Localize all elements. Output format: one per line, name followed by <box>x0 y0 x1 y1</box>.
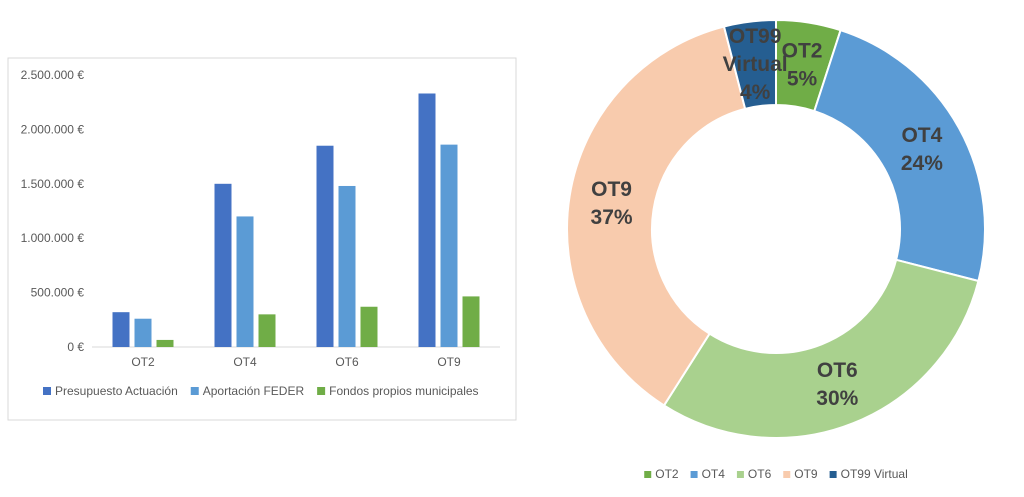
donut-data-label: OT4 24% <box>901 124 943 175</box>
y-tick-label: 1.000.000 € <box>21 231 85 245</box>
donut-slice-ot6 <box>662 258 980 439</box>
donut-data-label: OT6 30% <box>816 359 858 410</box>
donut-legend-swatch <box>644 471 652 478</box>
donut-legend-label: OT99 Virtual <box>841 467 908 481</box>
y-axis: 0 € 500.000 € 1.000.000 € 1.500.000 € 2.000.… <box>21 68 85 354</box>
bar-ot9-series-1 <box>440 144 458 347</box>
bar-chart: 0 € 500.000 € 1.000.000 € 1.500.000 € 2.000.… <box>7 57 517 421</box>
donut-legend-swatch <box>736 471 744 478</box>
legend-label: Fondos propios municipales <box>329 384 478 398</box>
donut-labels: OT2 5%OT4 24%OT6 30%OT9 37%OT99 Virtual 4% <box>591 25 944 410</box>
donut-legend-swatch <box>783 471 791 478</box>
bar-ot4-series-0 <box>214 183 232 347</box>
donut-label-name: OT4 <box>901 124 942 147</box>
donut-slice-ot9 <box>566 25 747 407</box>
donut-slice-ot2 <box>775 18 842 113</box>
legend-swatch <box>190 387 199 395</box>
donut-slice-ot99-virtual <box>722 18 777 111</box>
bar-ot9-series-2 <box>462 296 480 347</box>
bar-ot6-series-1 <box>338 185 356 347</box>
donut-label-name: Virtual <box>723 53 788 76</box>
donut-legend-swatch <box>690 471 698 478</box>
y-tick-label: 2.000.000 € <box>21 122 85 136</box>
donut-data-label: OT99 Virtual 4% <box>723 25 788 104</box>
bar-legend: Presupuesto Actuación Aportación FEDER Fon… <box>43 384 479 398</box>
donut-legend-label: OT4 <box>702 467 726 481</box>
x-tick-label: OT6 <box>335 355 359 369</box>
donut-label-percent: 24% <box>901 152 943 175</box>
donut-data-label: OT9 37% <box>591 178 633 229</box>
donut-legend-label: OT2 <box>655 467 679 481</box>
y-tick-label: 2.500.000 € <box>21 68 85 82</box>
legend-swatch <box>43 387 51 395</box>
bar-ot2-series-1 <box>134 318 152 347</box>
x-tick-label: OT9 <box>437 355 461 369</box>
donut-label-percent: 5% <box>787 68 818 91</box>
y-tick-label: 1.500.000 € <box>21 177 85 191</box>
bar-marks <box>112 93 480 347</box>
bar-ot9-series-0 <box>418 93 436 347</box>
donut-label-percent: 30% <box>816 387 858 410</box>
bar-ot4-series-1 <box>236 216 254 347</box>
x-tick-label: OT4 <box>233 355 257 369</box>
donut-label-name: OT99 <box>729 25 782 48</box>
legend-swatch <box>317 387 326 395</box>
donut-label-name: OT6 <box>817 359 858 382</box>
donut-label-percent: 37% <box>591 206 633 229</box>
y-tick-label: 0 € <box>67 340 84 354</box>
donut-data-label: OT2 5% <box>782 40 823 91</box>
bar-ot4-series-2 <box>258 314 276 347</box>
donut-slice-ot4 <box>813 28 986 283</box>
donut-label-name: OT9 <box>591 178 632 201</box>
legend-label: Aportación FEDER <box>203 384 305 398</box>
donut-legend-swatch <box>829 471 837 478</box>
bar-ot2-series-2 <box>156 339 174 347</box>
donut-legend-label: OT6 <box>748 467 772 481</box>
donut-label-percent: 4% <box>740 81 771 104</box>
bar-ot2-series-0 <box>112 312 130 347</box>
donut-label-name: OT2 <box>782 40 823 63</box>
donut-legend-label: OT9 <box>794 467 818 481</box>
legend-label: Presupuesto Actuación <box>55 384 178 398</box>
y-tick-label: 500.000 € <box>31 286 85 300</box>
bar-ot6-series-2 <box>360 306 378 347</box>
donut-legend: OT2 OT4 OT6 OT9 OT99 Virtual <box>644 467 908 481</box>
bar-ot6-series-0 <box>316 145 334 347</box>
x-tick-label: OT2 <box>131 355 155 369</box>
donut-slices <box>566 18 986 439</box>
x-axis: OT2 OT4 OT6 OT9 <box>131 355 461 369</box>
